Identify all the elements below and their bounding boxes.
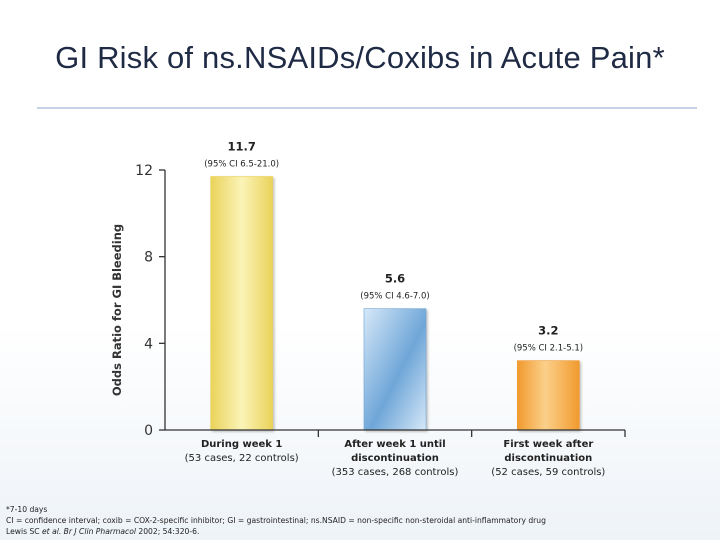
ci-label-1: (95% CI 6.5-21.0) — [204, 160, 279, 170]
category-label-3-1: First week after — [503, 439, 593, 450]
slide-title: GI Risk of ns.NSAIDs/Coxibs in Acute Pai… — [55, 40, 665, 75]
footnote-duration: *7-10 days — [6, 505, 48, 514]
category-label-3-3: (52 cases, 59 controls) — [491, 467, 605, 478]
value-label-2: 5.6 — [385, 272, 405, 286]
category-label-2-1: After week 1 until — [344, 439, 445, 450]
ci-label-3: (95% CI 2.1-5.1) — [514, 344, 583, 354]
bar-2 — [363, 308, 427, 431]
category-label-2-3: (353 cases, 268 controls) — [332, 467, 459, 478]
bar-3 — [517, 360, 580, 431]
footnotes: *7-10 days CI = confidence interval; cox… — [6, 504, 716, 537]
y-tick-label: 12 — [135, 163, 153, 179]
reference-citation: 2002; 54:320-6. — [135, 527, 200, 536]
bar-1 — [210, 176, 273, 431]
footnote-abbreviations: CI = confidence interval; coxib = COX-2-… — [6, 516, 546, 525]
category-label-1-2: (53 cases, 22 controls) — [185, 453, 299, 464]
ci-label-2: (95% CI 4.6-7.0) — [360, 292, 429, 302]
value-label-3: 3.2 — [538, 324, 558, 338]
category-label-3-2: discontinuation — [504, 453, 592, 464]
reference-author: Lewis SC — [6, 527, 42, 536]
y-tick-label: 0 — [144, 423, 153, 439]
y-tick-label: 4 — [144, 336, 153, 352]
title-divider — [37, 107, 697, 109]
value-label-1: 11.7 — [227, 140, 255, 154]
category-label-1-1: During week 1 — [201, 439, 282, 450]
y-axis-title: Odds Ratio for GI Bleeding — [110, 224, 124, 396]
footnote-reference: Lewis SC et al. Br J Clin Pharmacol 2002… — [6, 526, 716, 537]
reference-journal: et al. Br J Clin Pharmacol — [42, 527, 136, 536]
category-label-2-2: discontinuation — [351, 453, 439, 464]
y-tick-label: 8 — [144, 250, 153, 266]
